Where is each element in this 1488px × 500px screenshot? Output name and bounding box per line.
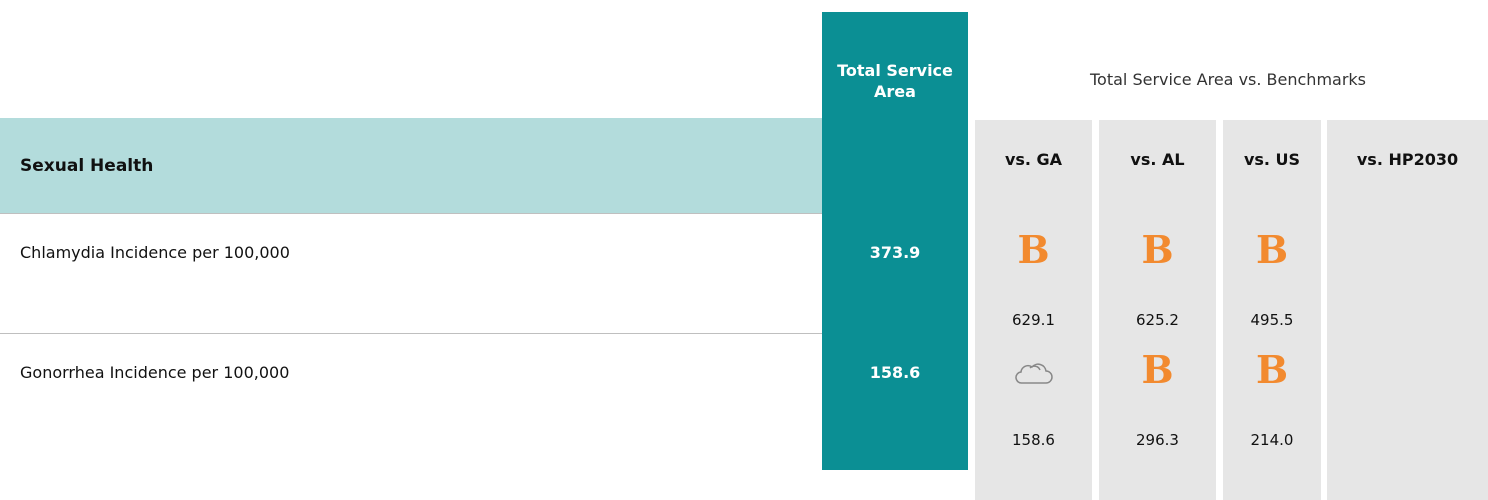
benchmark-column: [1099, 120, 1216, 500]
cloud: [1014, 363, 1053, 384]
benchmark-symbol: B: [1141, 347, 1174, 392]
benchmark-value: 495.5: [1250, 311, 1294, 329]
cloud-icon: [1014, 359, 1054, 387]
benchmark-value: 214.0: [1250, 431, 1294, 449]
row-rule: [0, 333, 822, 334]
benchmark-value: 629.1: [1012, 311, 1055, 329]
row-label: Chlamydia Incidence per 100,000: [20, 243, 290, 262]
benchmark-symbol: B: [1255, 227, 1289, 272]
benchmark-column: [1223, 120, 1321, 500]
row-rule: [0, 213, 822, 214]
benchmark-value: 296.3: [1136, 431, 1179, 449]
column-header: vs. US: [1243, 150, 1301, 169]
benchmark-value: 625.2: [1136, 311, 1179, 329]
column-header: vs. AL: [1130, 150, 1185, 169]
benchmark-symbol: B: [1255, 347, 1289, 392]
column-header: vs. GA: [1004, 150, 1063, 169]
total-value: 158.6: [869, 363, 921, 382]
benchmark-symbol: B: [1141, 227, 1174, 272]
benchmark-symbol: B: [1017, 227, 1050, 272]
benchmark-value: 158.6: [1012, 431, 1055, 449]
total-value: 373.9: [869, 243, 921, 262]
benchmark-title: Total Service Area vs. Benchmarks: [1089, 70, 1367, 89]
benchmark-column: [1327, 120, 1488, 500]
benchmark-column: [975, 120, 1092, 500]
column-header: vs. HP2030: [1356, 150, 1459, 169]
total-column-title: Total Service Area: [837, 61, 953, 101]
row-label: Gonorrhea Incidence per 100,000: [20, 363, 290, 382]
total-column: [822, 12, 968, 470]
section-header: Sexual Health: [0, 118, 848, 213]
